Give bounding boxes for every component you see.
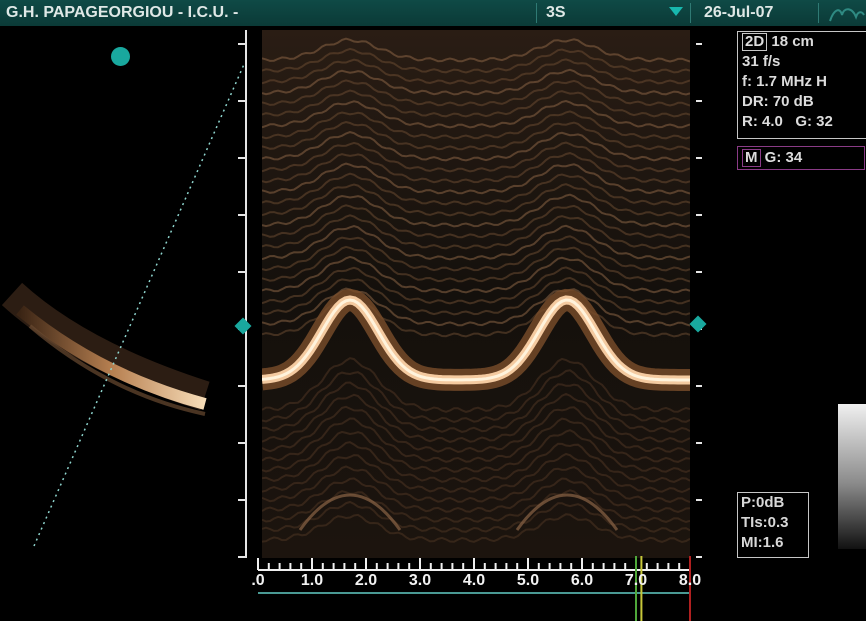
sector-image [1,61,246,547]
echo-band [262,58,690,85]
patient-label: G.H. PAPAGEORGIOU - I.C.U. - [6,4,239,21]
echo-band [262,131,690,162]
echo-band [262,99,690,129]
echo-band [262,162,690,195]
probe-label: 3S [546,4,566,21]
echo-band [262,214,690,250]
echo-band [262,245,690,283]
m-mode-trace [262,30,690,558]
depth-axis [238,30,247,558]
echo-arc [515,493,619,531]
echo-band [262,513,690,544]
grayscale-bar [838,404,866,549]
echo-band [262,89,690,118]
time-tick-label: 4.0 [462,572,486,589]
frame-rate: 31 f/s [742,53,781,70]
dropdown-triangle-icon[interactable] [669,7,683,16]
echo-band [262,255,690,294]
echo-band [262,369,690,423]
reject-gain: R: 4.0 G: 32 [742,113,833,130]
echo-band [262,47,690,74]
time-tick-label: 6.0 [570,572,594,589]
header-bar: G.H. PAPAGEORGIOU - I.C.U. - 3S 26-Jul-0… [0,0,866,26]
frequency: f: 1.7 MHz H [742,73,828,90]
mode-2d-badge[interactable]: 2D [742,33,768,51]
dynamic-range: DR: 70 dB [742,93,814,110]
m-gain: G: 34 [764,149,803,166]
depth-axis-right [696,43,702,558]
echo-band [262,235,690,272]
time-tick-label: .0 [251,572,265,589]
echo-band [262,193,690,228]
mode-m-badge[interactable]: M [742,149,761,167]
date-label: 26-Jul-07 [704,4,774,21]
logo-icon [829,8,865,22]
mi-value: MI:1.6 [741,534,784,551]
sector-cursor-dot[interactable] [111,47,130,66]
echo-band [262,429,690,474]
echo-band [262,183,690,217]
depth-value: 18 cm [771,33,814,50]
time-tick-label: 5.0 [516,572,540,589]
time-axis [257,556,691,621]
echo-band [262,37,690,63]
m-mode-panel: M G: 34 [737,146,865,170]
echo-band [262,152,690,184]
echo-band [262,276,690,316]
time-tick-label: 3.0 [408,572,432,589]
echo-band [262,110,690,140]
time-tick-label: 1.0 [300,572,324,589]
echo-band [262,500,690,534]
power-value: P:0dB [741,494,785,511]
output-panel: P:0dB TIs:0.3 MI:1.6 [737,492,809,558]
echo-band [262,141,690,173]
divider [690,3,691,23]
echo-arc [298,493,402,531]
echo-band [262,266,690,305]
echo-band [262,224,690,261]
time-tick-label: 8.0 [678,572,702,589]
echo-band [262,452,690,494]
echo-band [262,465,690,503]
echo-band [262,381,690,433]
echo-band [262,79,690,107]
echo-band [262,120,690,151]
time-tick-label: 7.0 [624,572,648,589]
echo-band [262,441,690,483]
echo-band [262,68,690,96]
echo-band [262,392,690,443]
divider [536,3,537,23]
time-tick-label: 2.0 [354,572,378,589]
echo-band [262,405,690,453]
settings-2d-panel: 2D 18 cm 31 f/s f: 1.7 MHz H DR: 70 dB R… [737,31,866,139]
tis-value: TIs:0.3 [741,514,789,531]
echo-band [262,477,690,514]
echo-band [262,204,690,239]
echo-band [262,417,690,463]
echo-band [262,172,690,206]
divider [818,3,819,23]
echo-band [262,357,690,413]
